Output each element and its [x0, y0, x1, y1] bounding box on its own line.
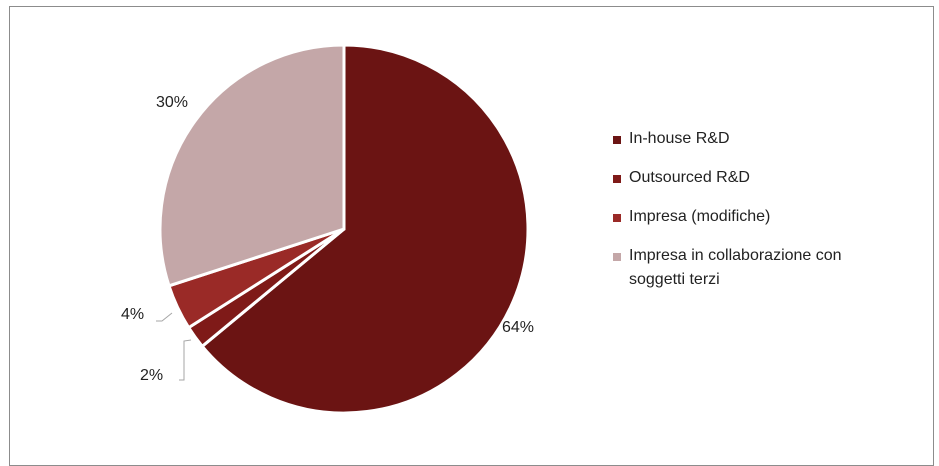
legend-label-outsourced: Outsourced R&D — [629, 169, 750, 186]
legend-item-outsourced: Outsourced R&D — [613, 166, 913, 190]
leader-line-1 — [179, 339, 192, 381]
pie-slice-3 — [158, 43, 346, 288]
legend-swatch-in-house — [613, 136, 621, 144]
legend-label-impresa-collaborazione: Impresa in collaborazione con soggetti t… — [629, 247, 842, 288]
pie-slice-0 — [200, 43, 530, 415]
legend-swatch-impresa-modifiche — [613, 214, 621, 222]
chart-legend: In-house R&D Outsourced R&D Impresa (mod… — [613, 127, 913, 307]
legend-item-impresa-modifiche: Impresa (modifiche) — [613, 205, 913, 229]
legend-swatch-outsourced — [613, 175, 621, 183]
leader-line-2 — [156, 312, 173, 322]
pie-chart: 64% 2% 4% 30% — [121, 43, 534, 415]
data-label-3: 30% — [156, 94, 188, 111]
legend-item-in-house: In-house R&D — [613, 127, 913, 151]
data-label-0: 64% — [502, 319, 534, 336]
legend-label-in-house: In-house R&D — [629, 130, 730, 147]
legend-item-impresa-collaborazione: Impresa in collaborazione con soggetti t… — [613, 244, 913, 292]
data-label-1: 2% — [140, 367, 163, 384]
legend-swatch-impresa-collaborazione — [613, 253, 621, 261]
data-label-2: 4% — [121, 306, 144, 323]
legend-label-impresa-modifiche: Impresa (modifiche) — [629, 208, 771, 225]
